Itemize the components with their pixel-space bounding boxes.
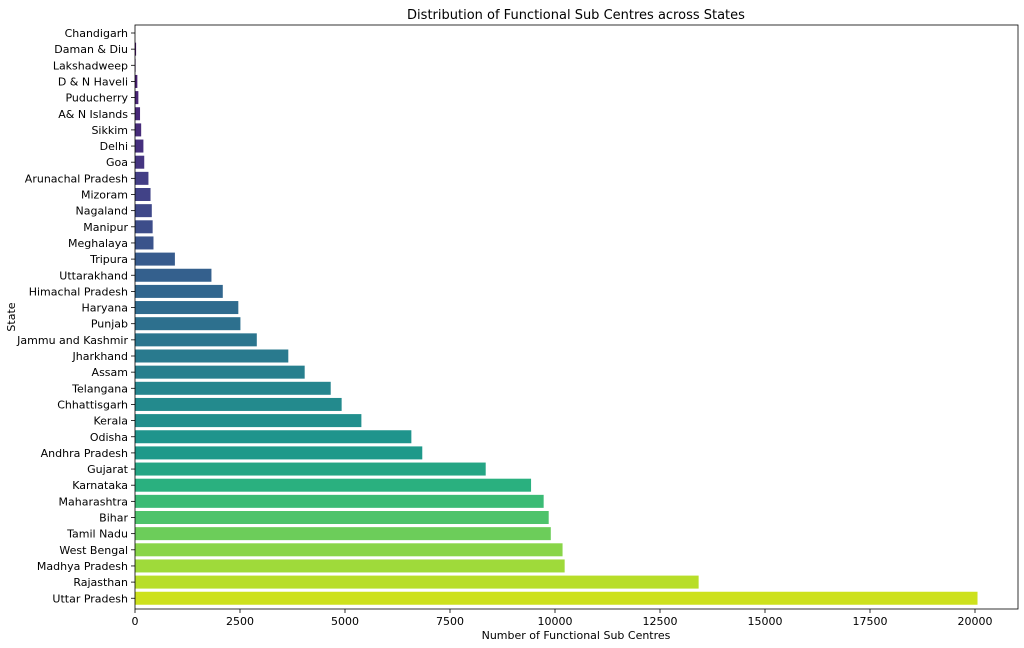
bar-haryana bbox=[135, 301, 239, 315]
bar-andhra-pradesh bbox=[135, 446, 423, 460]
bar-a-n-islands bbox=[135, 107, 141, 121]
y-tick-label: Manipur bbox=[83, 221, 128, 234]
x-axis-label: Number of Functional Sub Centres bbox=[482, 629, 671, 642]
bar-meghalaya bbox=[135, 236, 154, 250]
bar-mizoram bbox=[135, 188, 151, 201]
x-ticks: 0 2500 5000 7500 10000 12500 15000 17500 20000 bbox=[132, 609, 993, 628]
y-tick-label: Chhattisgarh bbox=[57, 398, 128, 411]
y-tick-label: Mizoram bbox=[81, 189, 128, 202]
y-tick-label: Gujarat bbox=[87, 463, 129, 476]
y-tick-label: West Bengal bbox=[59, 544, 128, 557]
y-tick-label: Telangana bbox=[71, 382, 128, 395]
bar-manipur bbox=[135, 220, 153, 234]
bar-kerala bbox=[135, 414, 362, 428]
y-tick-label: Rajasthan bbox=[73, 576, 128, 589]
bar-arunachal-pradesh bbox=[135, 171, 149, 185]
bar-chhattisgarh bbox=[135, 397, 342, 411]
y-tick-label: Lakshadweep bbox=[53, 59, 128, 72]
x-tick-label: 0 bbox=[132, 615, 139, 628]
y-tick-label: Tripura bbox=[89, 253, 128, 266]
bar-maharashtra bbox=[135, 494, 544, 508]
y-tick-labels: Chandigarh Daman & Diu Lakshadweep D & N Ha… bbox=[16, 27, 135, 605]
y-tick-label: Goa bbox=[106, 156, 128, 169]
y-tick-label: Assam bbox=[92, 366, 128, 379]
bar-punjab bbox=[135, 317, 241, 331]
bar-uttarakhand bbox=[135, 268, 212, 282]
x-tick-label: 12500 bbox=[643, 615, 678, 628]
y-tick-label: Delhi bbox=[100, 140, 128, 153]
y-tick-label: Tamil Nadu bbox=[66, 528, 128, 541]
y-tick-label: Jammu and Kashmir bbox=[16, 334, 128, 347]
x-tick-label: 5000 bbox=[331, 615, 359, 628]
bar-nagaland bbox=[135, 204, 152, 218]
bar-jammu-and-kashmir bbox=[135, 333, 257, 347]
bar-jharkhand bbox=[135, 349, 289, 363]
bar-delhi bbox=[135, 139, 144, 153]
y-tick-label: Uttar Pradesh bbox=[52, 592, 128, 605]
x-tick-label: 17500 bbox=[853, 615, 888, 628]
x-tick-label: 10000 bbox=[538, 615, 573, 628]
y-tick-label: Bihar bbox=[99, 512, 128, 525]
x-tick-label: 2500 bbox=[226, 615, 254, 628]
bar-d-n-haveli bbox=[135, 74, 138, 88]
bar-goa bbox=[135, 155, 145, 169]
x-tick-label: 7500 bbox=[436, 615, 464, 628]
y-tick-label: Puducherry bbox=[65, 92, 128, 105]
chart-title: Distribution of Functional Sub Centres a… bbox=[407, 8, 745, 23]
bar-uttar-pradesh bbox=[135, 591, 978, 605]
bar-bihar bbox=[135, 511, 549, 524]
y-tick-label: Uttarakhand bbox=[59, 269, 128, 282]
y-tick-label: Karnataka bbox=[72, 479, 128, 492]
bar-gujarat bbox=[135, 462, 486, 476]
y-tick-label: Nagaland bbox=[76, 205, 128, 218]
bar-tamil-nadu bbox=[135, 527, 551, 541]
y-tick-label: A& N Islands bbox=[58, 108, 128, 121]
x-tick-label: 20000 bbox=[958, 615, 993, 628]
bar-tripura bbox=[135, 252, 175, 266]
y-tick-label: Odisha bbox=[90, 431, 128, 444]
y-tick-label: Chandigarh bbox=[65, 27, 128, 40]
y-tick-label: Daman & Diu bbox=[54, 43, 128, 56]
bar-madhya-pradesh bbox=[135, 559, 565, 573]
x-tick-label: 15000 bbox=[748, 615, 783, 628]
y-tick-label: Maharashtra bbox=[59, 495, 129, 508]
bar-sikkim bbox=[135, 123, 142, 137]
bar-assam bbox=[135, 365, 305, 379]
bar-rajasthan bbox=[135, 575, 699, 589]
y-tick-label: Arunachal Pradesh bbox=[25, 172, 128, 185]
y-tick-label: Meghalaya bbox=[68, 237, 128, 250]
y-tick-label: Andhra Pradesh bbox=[41, 447, 128, 460]
bar-karnataka bbox=[135, 478, 532, 492]
bar-daman-diu bbox=[135, 42, 137, 56]
bar-puducherry bbox=[135, 91, 139, 105]
bar-west-bengal bbox=[135, 543, 563, 557]
y-tick-label: Punjab bbox=[91, 318, 128, 331]
y-tick-label: Sikkim bbox=[91, 124, 128, 137]
y-tick-label: Himachal Pradesh bbox=[29, 285, 128, 298]
plot-frame bbox=[134, 24, 1019, 610]
y-tick-label: Kerala bbox=[94, 415, 129, 428]
bar-himachal-pradesh bbox=[135, 284, 223, 298]
y-tick-label: Haryana bbox=[82, 302, 129, 315]
bar-odisha bbox=[135, 430, 412, 444]
bar-telangana bbox=[135, 381, 331, 395]
y-tick-label: Madhya Pradesh bbox=[37, 560, 128, 573]
bars-group bbox=[135, 42, 978, 605]
y-tick-label: Jharkhand bbox=[71, 350, 128, 363]
y-axis-label: State bbox=[5, 302, 18, 331]
y-tick-label: D & N Haveli bbox=[58, 75, 128, 88]
